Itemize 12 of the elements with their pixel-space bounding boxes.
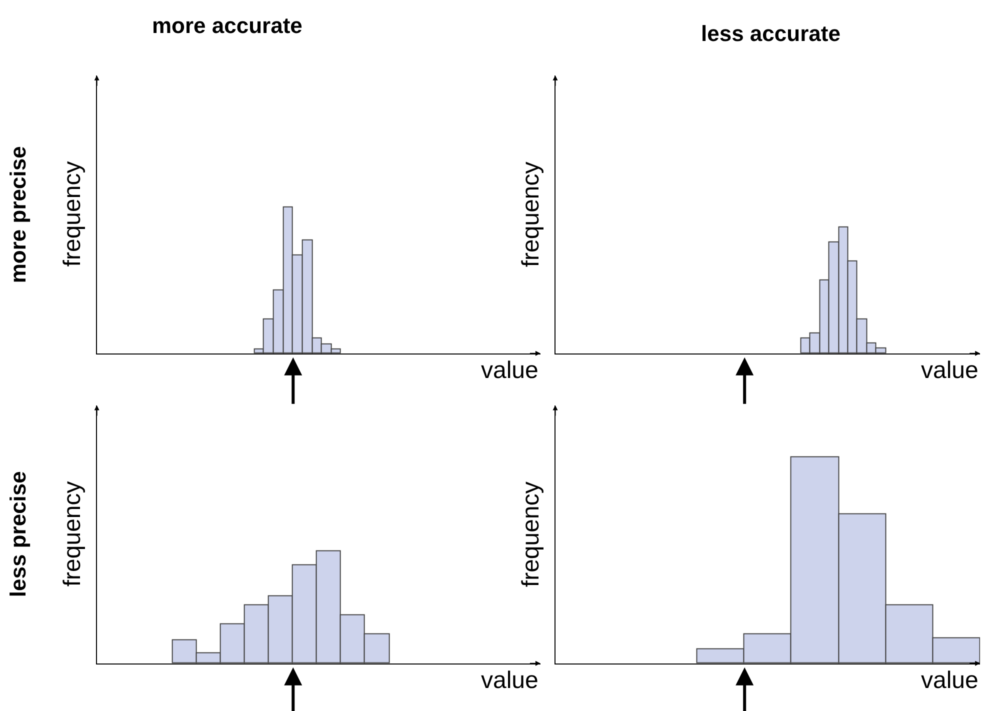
chart-title: more accurate <box>152 13 302 38</box>
y-axis-title: frequency <box>517 482 544 588</box>
y-axis-title: frequency <box>58 161 86 267</box>
text: less precise <box>5 471 30 598</box>
x-axis-title: value <box>921 357 978 384</box>
x-axis-title: value <box>921 667 978 694</box>
text: more precise <box>5 146 30 284</box>
y-axis-title: frequency <box>517 162 544 268</box>
chart-title: less accurate <box>701 21 840 46</box>
x-axis-title: value <box>481 667 538 694</box>
x-axis-title: value <box>481 357 538 384</box>
y-axis-title: frequency <box>59 481 86 587</box>
